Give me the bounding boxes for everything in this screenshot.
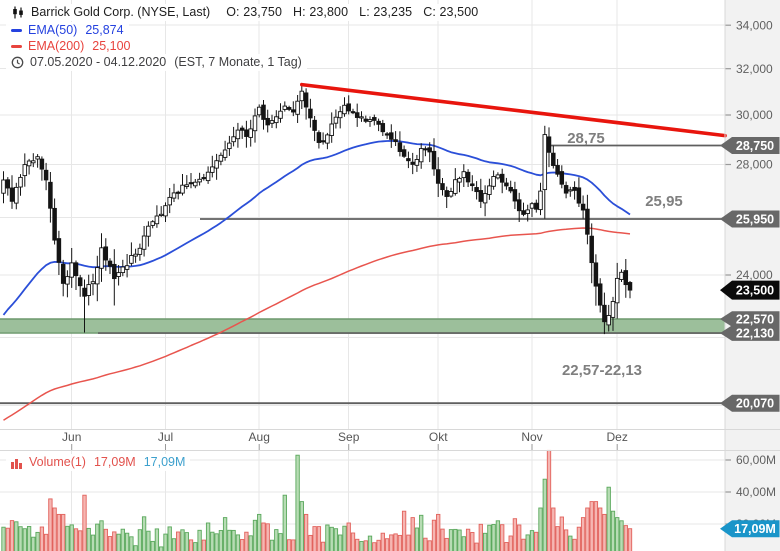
svg-text:20,070: 20,070 [736,397,774,411]
ema200-legend[interactable]: EMA(200) 25,100 [6,38,136,55]
svg-text:34,000: 34,000 [736,18,773,32]
ema50-legend[interactable]: EMA(50) 25,874 [6,22,129,39]
support-zone [0,318,725,334]
svg-text:40,00M: 40,00M [736,485,776,499]
ema50-swatch [11,29,22,32]
volume-value-red: 17,09M [93,455,136,469]
svg-text:17,09M: 17,09M [734,522,776,536]
date-meta: (EST, 7 Monate, 1 Tag) [174,55,302,69]
svg-text:32,000: 32,000 [736,62,773,76]
svg-text:28,750: 28,750 [736,139,774,153]
svg-text:28,75: 28,75 [567,130,605,147]
zone-bottom-tag: 22,130 [720,325,780,341]
volume-bars-icon [11,458,22,469]
ohlc-readout: O: 23,750 H: 23,800 L: 23,235 C: 23,500 [226,5,479,19]
volume-value-blue: 17,09M [143,455,186,469]
level-tag: 20,070 [720,394,780,412]
date-range-row: 07.05.2020 - 04.12.2020 (EST, 7 Monate, … [6,54,307,71]
right-axis-strip [725,0,780,551]
svg-text:25,95: 25,95 [645,193,683,210]
svg-text:30,000: 30,000 [736,108,773,122]
svg-text:Okt: Okt [429,430,448,444]
instrument-title: Barrick Gold Corp. (NYSE, Last) [31,5,211,19]
svg-text:22,57-22,13: 22,57-22,13 [562,362,642,379]
ema50-value: 25,874 [85,23,124,37]
candlestick-icon [13,6,23,19]
instrument-legend[interactable]: Barrick Gold Corp. (NYSE, Last) O: 23,75… [6,4,484,21]
volume-series [1,449,633,551]
time-axis-labels: Jun Jul Aug Sep Okt Nov Dez [62,430,628,450]
ema200-value: 25,100 [92,39,131,53]
trendline [299,82,727,138]
svg-text:28,000: 28,000 [736,158,773,172]
volume-legend[interactable]: Volume(1) 17,09M 17,09M [6,454,191,471]
svg-text:60,00M: 60,00M [736,453,776,467]
price-levels [0,144,725,405]
last-price-tag: 23,500 [720,280,780,300]
zone-top-tag: 22,570 [720,311,780,327]
svg-text:22,130: 22,130 [736,326,774,340]
level-tag: 28,750 [720,137,780,154]
volume-label: Volume(1) [29,455,86,469]
ema50-label: EMA(50) [28,23,78,37]
candlestick-series [1,85,633,335]
ema200-label: EMA(200) [28,39,85,53]
ema200-swatch [11,45,22,48]
svg-text:Aug: Aug [249,430,270,444]
svg-text:23,500: 23,500 [736,283,774,297]
clock-icon [11,56,24,69]
last-volume-tag: 17,09M [720,520,780,538]
svg-text:Dez: Dez [607,430,628,444]
date-range: 07.05.2020 - 04.12.2020 [30,55,167,69]
svg-text:Jun: Jun [62,430,81,444]
svg-text:Jul: Jul [158,430,173,444]
level-tag: 25,950 [720,210,780,228]
ema200-line [3,227,631,421]
svg-text:22,570: 22,570 [736,312,774,326]
svg-text:25,950: 25,950 [736,212,774,226]
svg-text:Sep: Sep [338,430,360,444]
level-annotations: 28,75 25,95 22,57-22,13 [562,130,683,379]
svg-text:24,000: 24,000 [736,268,773,282]
svg-text:Nov: Nov [521,430,542,444]
